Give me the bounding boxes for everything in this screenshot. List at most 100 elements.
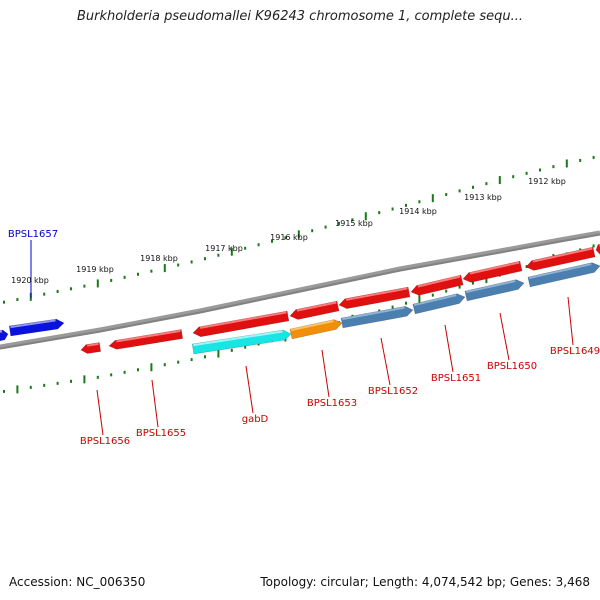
minor-tick [391,207,394,211]
minor-tick [190,260,193,264]
minor-tick [230,348,233,352]
minor-tick [123,275,126,279]
gene-arrow-bpsl1656[interactable] [80,342,102,354]
minor-tick [579,158,582,162]
major-tick [83,375,86,384]
minor-tick [458,189,461,193]
minor-tick [70,379,72,383]
major-tick [16,385,19,394]
gene-arrow-bpsl1649[interactable] [527,262,600,288]
gene-arrow-bpsl1653[interactable] [289,319,343,340]
gene-arrow-blue-edge[interactable] [0,329,9,342]
gene-label: BPSL1657 [8,229,58,240]
minor-tick [43,292,46,296]
major-tick [418,295,421,304]
gene-arrow-upper-1[interactable] [192,310,290,338]
tick-label: 1912 kbp [528,177,566,186]
gene-arrow-bpsl1652[interactable] [340,306,414,329]
minor-tick [525,171,528,175]
major-tick [163,264,166,273]
chromosome-backbone [0,230,600,350]
minor-tick [150,269,153,273]
gene-arrow-upper-5[interactable] [462,260,523,283]
minor-tick [284,236,287,240]
minor-tick [539,168,541,172]
gene-arrow-edge-right[interactable] [595,243,600,255]
leader-line [380,337,391,386]
major-tick [485,275,488,284]
tick-label: 1918 kbp [140,254,178,263]
gene-labels: BPSL1657 BPSL1656 BPSL1655 gabD BPSL1653 BPSL… [8,229,600,447]
major-tick [96,279,99,288]
leader-line [245,365,254,414]
minor-tick [271,239,273,243]
major-tick [565,159,568,168]
minor-tick [29,385,32,389]
minor-tick [163,363,166,367]
minor-tick [43,383,46,387]
minor-tick [378,211,381,215]
leader-line [567,296,574,346]
gene-arrow-upper-3[interactable] [338,286,411,309]
gene-arrow-upper-6[interactable] [525,246,596,271]
tick-label: 1916 kbp [270,233,308,242]
leader-line [444,324,454,373]
minor-tick [110,373,113,377]
gene-label: BPSL1650 [487,361,537,372]
gene-label: BPSL1649 [550,346,600,357]
gene-arrow-upper-4[interactable] [410,274,464,296]
tick-label: 1915 kbp [335,219,373,228]
tick-labels: 1920 kbp 1919 kbp 1918 kbp 1917 kbp 1916 kbp… [11,177,566,285]
gene-arrow-bpsl1650[interactable] [464,279,525,302]
minor-tick [217,253,220,257]
minor-tick [244,246,247,250]
minor-tick [445,289,448,293]
tick-label: 1913 kbp [464,193,502,202]
tick-label: 1919 kbp [76,265,114,274]
outer-tick-ring [3,155,595,304]
major-tick [498,176,501,185]
gene-label: BPSL1653 [307,398,357,409]
minor-tick [190,358,193,362]
minor-tick [351,218,354,222]
minor-tick [338,221,340,225]
gene-label: BPSL1655 [136,428,186,439]
minor-tick [485,182,488,186]
minor-tick [137,272,139,276]
minor-tick [244,345,247,349]
gene-label: BPSL1656 [80,436,130,447]
minor-tick [123,370,126,374]
gene-arrow-bpsl1651[interactable] [412,293,466,315]
minor-tick [324,225,327,229]
gene-arrow-upper-2[interactable] [289,300,340,320]
minor-tick [16,298,19,302]
minor-tick [204,257,206,261]
minor-tick [83,284,86,288]
tick-label: 1920 kbp [11,276,49,285]
major-tick [364,212,367,221]
minor-tick [472,281,474,285]
gene-track[interactable] [0,243,600,355]
minor-tick [177,360,180,364]
minor-tick [405,301,407,305]
map-title: Burkholderia pseudomallei K96243 chromos… [76,9,524,24]
minor-tick [405,203,407,207]
leader-line [499,312,510,361]
gene-arrow-gabd[interactable] [191,329,292,355]
minor-tick [592,155,595,159]
minor-tick [3,389,5,393]
gene-label: BPSL1651 [431,373,481,384]
leader-line [96,389,104,436]
minor-tick [431,293,434,297]
minor-tick [592,244,595,248]
gene-arrow-bpsl1657[interactable] [8,318,65,337]
minor-tick [3,300,5,304]
major-tick [297,230,300,239]
major-tick [431,194,434,203]
gene-arrow-bpsl1655[interactable] [108,329,184,350]
minor-tick [378,309,381,313]
minor-tick [137,368,139,372]
genome-summary-text: Topology: circular; Length: 4,074,542 bp… [260,575,590,589]
gene-label: gabD [242,414,269,425]
